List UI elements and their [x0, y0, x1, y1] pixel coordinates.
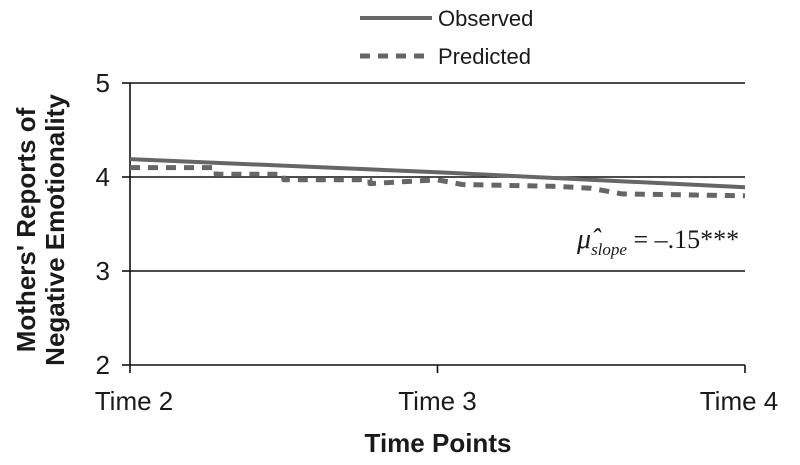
- series-line-observed: [129, 157, 746, 190]
- slope-annotation: μ̂slope = –.15***: [576, 224, 739, 259]
- legend-label-predicted: Predicted: [438, 44, 531, 69]
- gridlines: [130, 82, 745, 272]
- slope-subscript: slope: [591, 240, 627, 259]
- y-tick-labels: 2 3 4 5: [96, 68, 130, 380]
- y-axis-title-line-2: Negative Emotionality: [40, 94, 70, 366]
- slope-value: = –.15***: [627, 225, 739, 254]
- y-tick-label-2: 2: [96, 350, 110, 380]
- series-lines: [129, 157, 746, 199]
- x-tick-label-3: Time 4: [700, 386, 779, 416]
- y-axis-title: Mothers' Reports of Negative Emotionalit…: [11, 94, 70, 366]
- y-tick-label-4: 4: [96, 162, 110, 192]
- y-axis-title-line-1: Mothers' Reports of: [11, 107, 41, 352]
- series-line-predicted: [130, 165, 746, 199]
- axes: [129, 83, 745, 366]
- x-tick-label-1: Time 2: [95, 386, 174, 416]
- x-tick-label-2: Time 3: [398, 386, 477, 416]
- x-tick-labels: Time 2 Time 3 Time 4: [95, 365, 779, 416]
- x-axis-title: Time Points: [365, 428, 512, 458]
- legend-label-observed: Observed: [438, 6, 533, 31]
- legend: Observed Predicted: [360, 6, 533, 69]
- y-tick-label-5: 5: [96, 68, 110, 98]
- y-tick-label-3: 3: [96, 256, 110, 286]
